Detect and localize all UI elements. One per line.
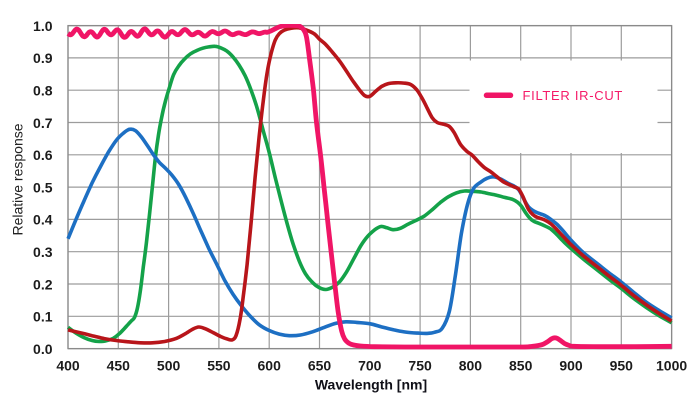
svg-text:Relative response: Relative response — [10, 123, 26, 235]
svg-text:1.0: 1.0 — [33, 18, 53, 34]
svg-text:0.9: 0.9 — [33, 50, 53, 66]
svg-text:0.2: 0.2 — [33, 276, 53, 292]
svg-text:0.6: 0.6 — [33, 147, 53, 163]
svg-text:850: 850 — [509, 358, 533, 374]
svg-text:800: 800 — [459, 358, 483, 374]
svg-text:FILTER IR-CUT: FILTER IR-CUT — [523, 88, 624, 103]
svg-text:0.8: 0.8 — [33, 83, 53, 99]
svg-text:750: 750 — [408, 358, 432, 374]
svg-text:400: 400 — [56, 358, 80, 374]
svg-text:550: 550 — [207, 358, 231, 374]
svg-text:1000: 1000 — [656, 358, 687, 374]
svg-text:650: 650 — [308, 358, 332, 374]
svg-text:450: 450 — [107, 358, 131, 374]
svg-text:500: 500 — [157, 358, 181, 374]
svg-text:950: 950 — [610, 358, 634, 374]
svg-text:Wavelength [nm]: Wavelength [nm] — [315, 377, 427, 393]
svg-text:0.5: 0.5 — [33, 179, 53, 195]
svg-text:0.0: 0.0 — [33, 341, 53, 357]
svg-text:0.1: 0.1 — [33, 309, 53, 325]
svg-text:0.4: 0.4 — [33, 212, 53, 228]
svg-text:900: 900 — [559, 358, 583, 374]
svg-text:0.3: 0.3 — [33, 244, 53, 260]
svg-text:600: 600 — [258, 358, 282, 374]
svg-text:0.7: 0.7 — [33, 115, 53, 131]
svg-text:700: 700 — [358, 358, 382, 374]
